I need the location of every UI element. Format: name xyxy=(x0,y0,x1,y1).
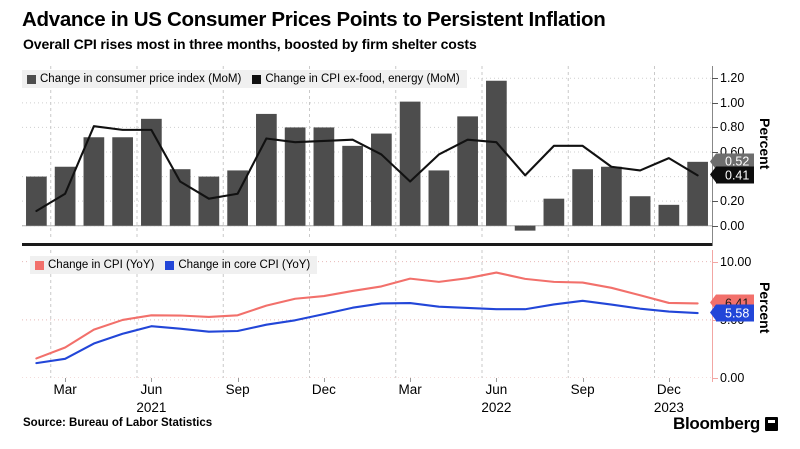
x-tick-mark-2 xyxy=(237,378,239,382)
square-swatch-icon xyxy=(165,260,175,270)
y-tick-mark-yoy-2 xyxy=(712,261,718,263)
flag-mom-core: 0.41 xyxy=(709,166,755,184)
x-tick-mark-0 xyxy=(65,378,67,382)
x-year-label-0: 2021 xyxy=(136,400,167,415)
legend-yoy-label: Change in CPI (YoY) xyxy=(48,259,155,271)
x-tick-label-6: Sep xyxy=(570,382,595,397)
legend-mom-item-1[interactable]: Change in CPI ex-food, energy (MoM) xyxy=(252,73,460,85)
x-tick-mark-1 xyxy=(151,378,153,382)
y-tick-label-mom-4: 0.80 xyxy=(720,120,745,135)
flag-mom-headline: 0.52 xyxy=(709,153,755,171)
x-tick-mark-4 xyxy=(410,378,412,382)
bar-nov-2022 xyxy=(629,196,651,226)
brand-logo: Bloomberg xyxy=(673,414,778,434)
x-axis: Mar Jun Sep Dec Mar Jun Sep Dec 2021 2022 2023 xyxy=(22,378,712,422)
y-tick-mark-mom-6 xyxy=(712,78,718,80)
y-tick-mark-mom-3 xyxy=(712,152,718,153)
bar-aug-2022 xyxy=(543,198,565,226)
y-axis-title-mom: Percent xyxy=(757,118,773,170)
square-swatch-icon xyxy=(27,74,36,84)
bar-jun-2021 xyxy=(141,118,162,226)
legend-yoy-item-0[interactable]: Change in CPI (YoY) xyxy=(35,259,154,271)
y-tick-label-mom-1: 0.20 xyxy=(720,194,745,209)
legend-yoy-label: Change in core CPI (YoY) xyxy=(178,259,311,271)
y-tick-mark-mom-0 xyxy=(712,225,718,227)
bloomberg-terminal-icon xyxy=(765,417,778,431)
x-tick-mark-6 xyxy=(582,378,584,382)
y-tick-mark-mom-4 xyxy=(712,127,718,129)
y-tick-label-mom-0: 0.00 xyxy=(720,218,745,233)
bar-jun-2022 xyxy=(486,80,507,226)
bar-sep-2022 xyxy=(572,169,593,226)
bar-feb-2022 xyxy=(371,133,392,226)
page-subtitle: Overall CPI rises most in three months, … xyxy=(23,36,477,52)
bar-dec-2021 xyxy=(313,127,335,226)
legend-mom-label: Change in consumer price index (MoM) xyxy=(40,73,242,85)
bar-apr-2021 xyxy=(83,137,105,226)
x-tick-label-3: Dec xyxy=(311,382,336,397)
line-cpi-yoy xyxy=(35,271,699,360)
bar-apr-2022 xyxy=(428,170,450,226)
y-tick-label-yoy-0: 0.00 xyxy=(720,371,745,385)
legend-yoy: Change in CPI (YoY) Change in core CPI (Y… xyxy=(30,256,318,274)
bar-may-2021 xyxy=(112,137,133,226)
yoy-chart-canvas xyxy=(22,250,712,378)
panel-divider xyxy=(22,243,712,246)
x-tick-label-0: Mar xyxy=(53,382,77,397)
bar-jul-2022 xyxy=(514,225,536,231)
mom-chart-canvas xyxy=(22,66,712,238)
bar-dec-2022 xyxy=(658,204,680,226)
page-title: Advance in US Consumer Prices Points to … xyxy=(22,8,606,31)
x-tick-mark-3 xyxy=(323,378,325,382)
brand-name: Bloomberg xyxy=(672,414,760,433)
square-swatch-icon xyxy=(252,74,262,84)
y-axis-title-yoy: Percent xyxy=(757,282,773,334)
legend-mom-label: Change in CPI ex-food, energy (MoM) xyxy=(265,73,460,85)
y-tick-mark-mom-1 xyxy=(712,201,718,203)
y-tick-mark-mom-5 xyxy=(712,102,718,104)
bar-may-2022 xyxy=(457,116,478,226)
y-tick-label-yoy-2: 10.00 xyxy=(720,254,752,269)
bar-nov-2021 xyxy=(284,127,306,226)
bar-oct-2022 xyxy=(601,166,622,226)
bar-jan-2022 xyxy=(342,145,363,226)
line-cpi-ex-food-energy-mom xyxy=(35,125,699,213)
x-tick-label-2: Sep xyxy=(225,382,250,397)
x-tick-mark-5 xyxy=(496,378,498,382)
y-tick-label-mom-6: 1.20 xyxy=(720,71,745,86)
x-year-label-1: 2022 xyxy=(481,400,512,415)
bar-aug-2021 xyxy=(198,176,220,226)
x-tick-mark-7 xyxy=(668,378,670,382)
y-tick-label-mom-5: 1.00 xyxy=(720,95,745,110)
line-core-cpi-yoy xyxy=(35,299,699,365)
source-note: Source: Bureau of Labor Statistics xyxy=(23,417,213,429)
legend-yoy-item-1[interactable]: Change in core CPI (YoY) xyxy=(165,259,310,271)
x-tick-label-4: Mar xyxy=(398,382,422,397)
legend-mom: Change in consumer price index (MoM) Chan… xyxy=(22,70,467,88)
y-axis-mom: 0.000.200.400.600.801.001.200.520.41 xyxy=(709,66,755,246)
bar-jan-2023 xyxy=(687,161,708,226)
x-tick-label-5: Jun xyxy=(485,382,508,397)
x-year-label-2: 2023 xyxy=(653,400,684,415)
bar-feb-2021 xyxy=(26,176,47,226)
square-swatch-icon xyxy=(35,260,44,270)
bar-jul-2021 xyxy=(169,169,191,226)
y-tick-mark-yoy-0 xyxy=(712,378,718,379)
panel-mom-bar-chart: Change in consumer price index (MoM) Chan… xyxy=(22,66,712,238)
bar-oct-2021 xyxy=(256,113,277,226)
bar-mar-2022 xyxy=(399,101,421,226)
flag-yoy-core: 5.58 xyxy=(709,304,755,322)
panel-yoy-line-chart: Change in CPI (YoY) Change in core CPI (Y… xyxy=(22,250,712,378)
x-tick-label-1: Jun xyxy=(140,382,163,397)
x-tick-label-7: Dec xyxy=(656,382,681,397)
legend-mom-item-0[interactable]: Change in consumer price index (MoM) xyxy=(27,73,241,85)
